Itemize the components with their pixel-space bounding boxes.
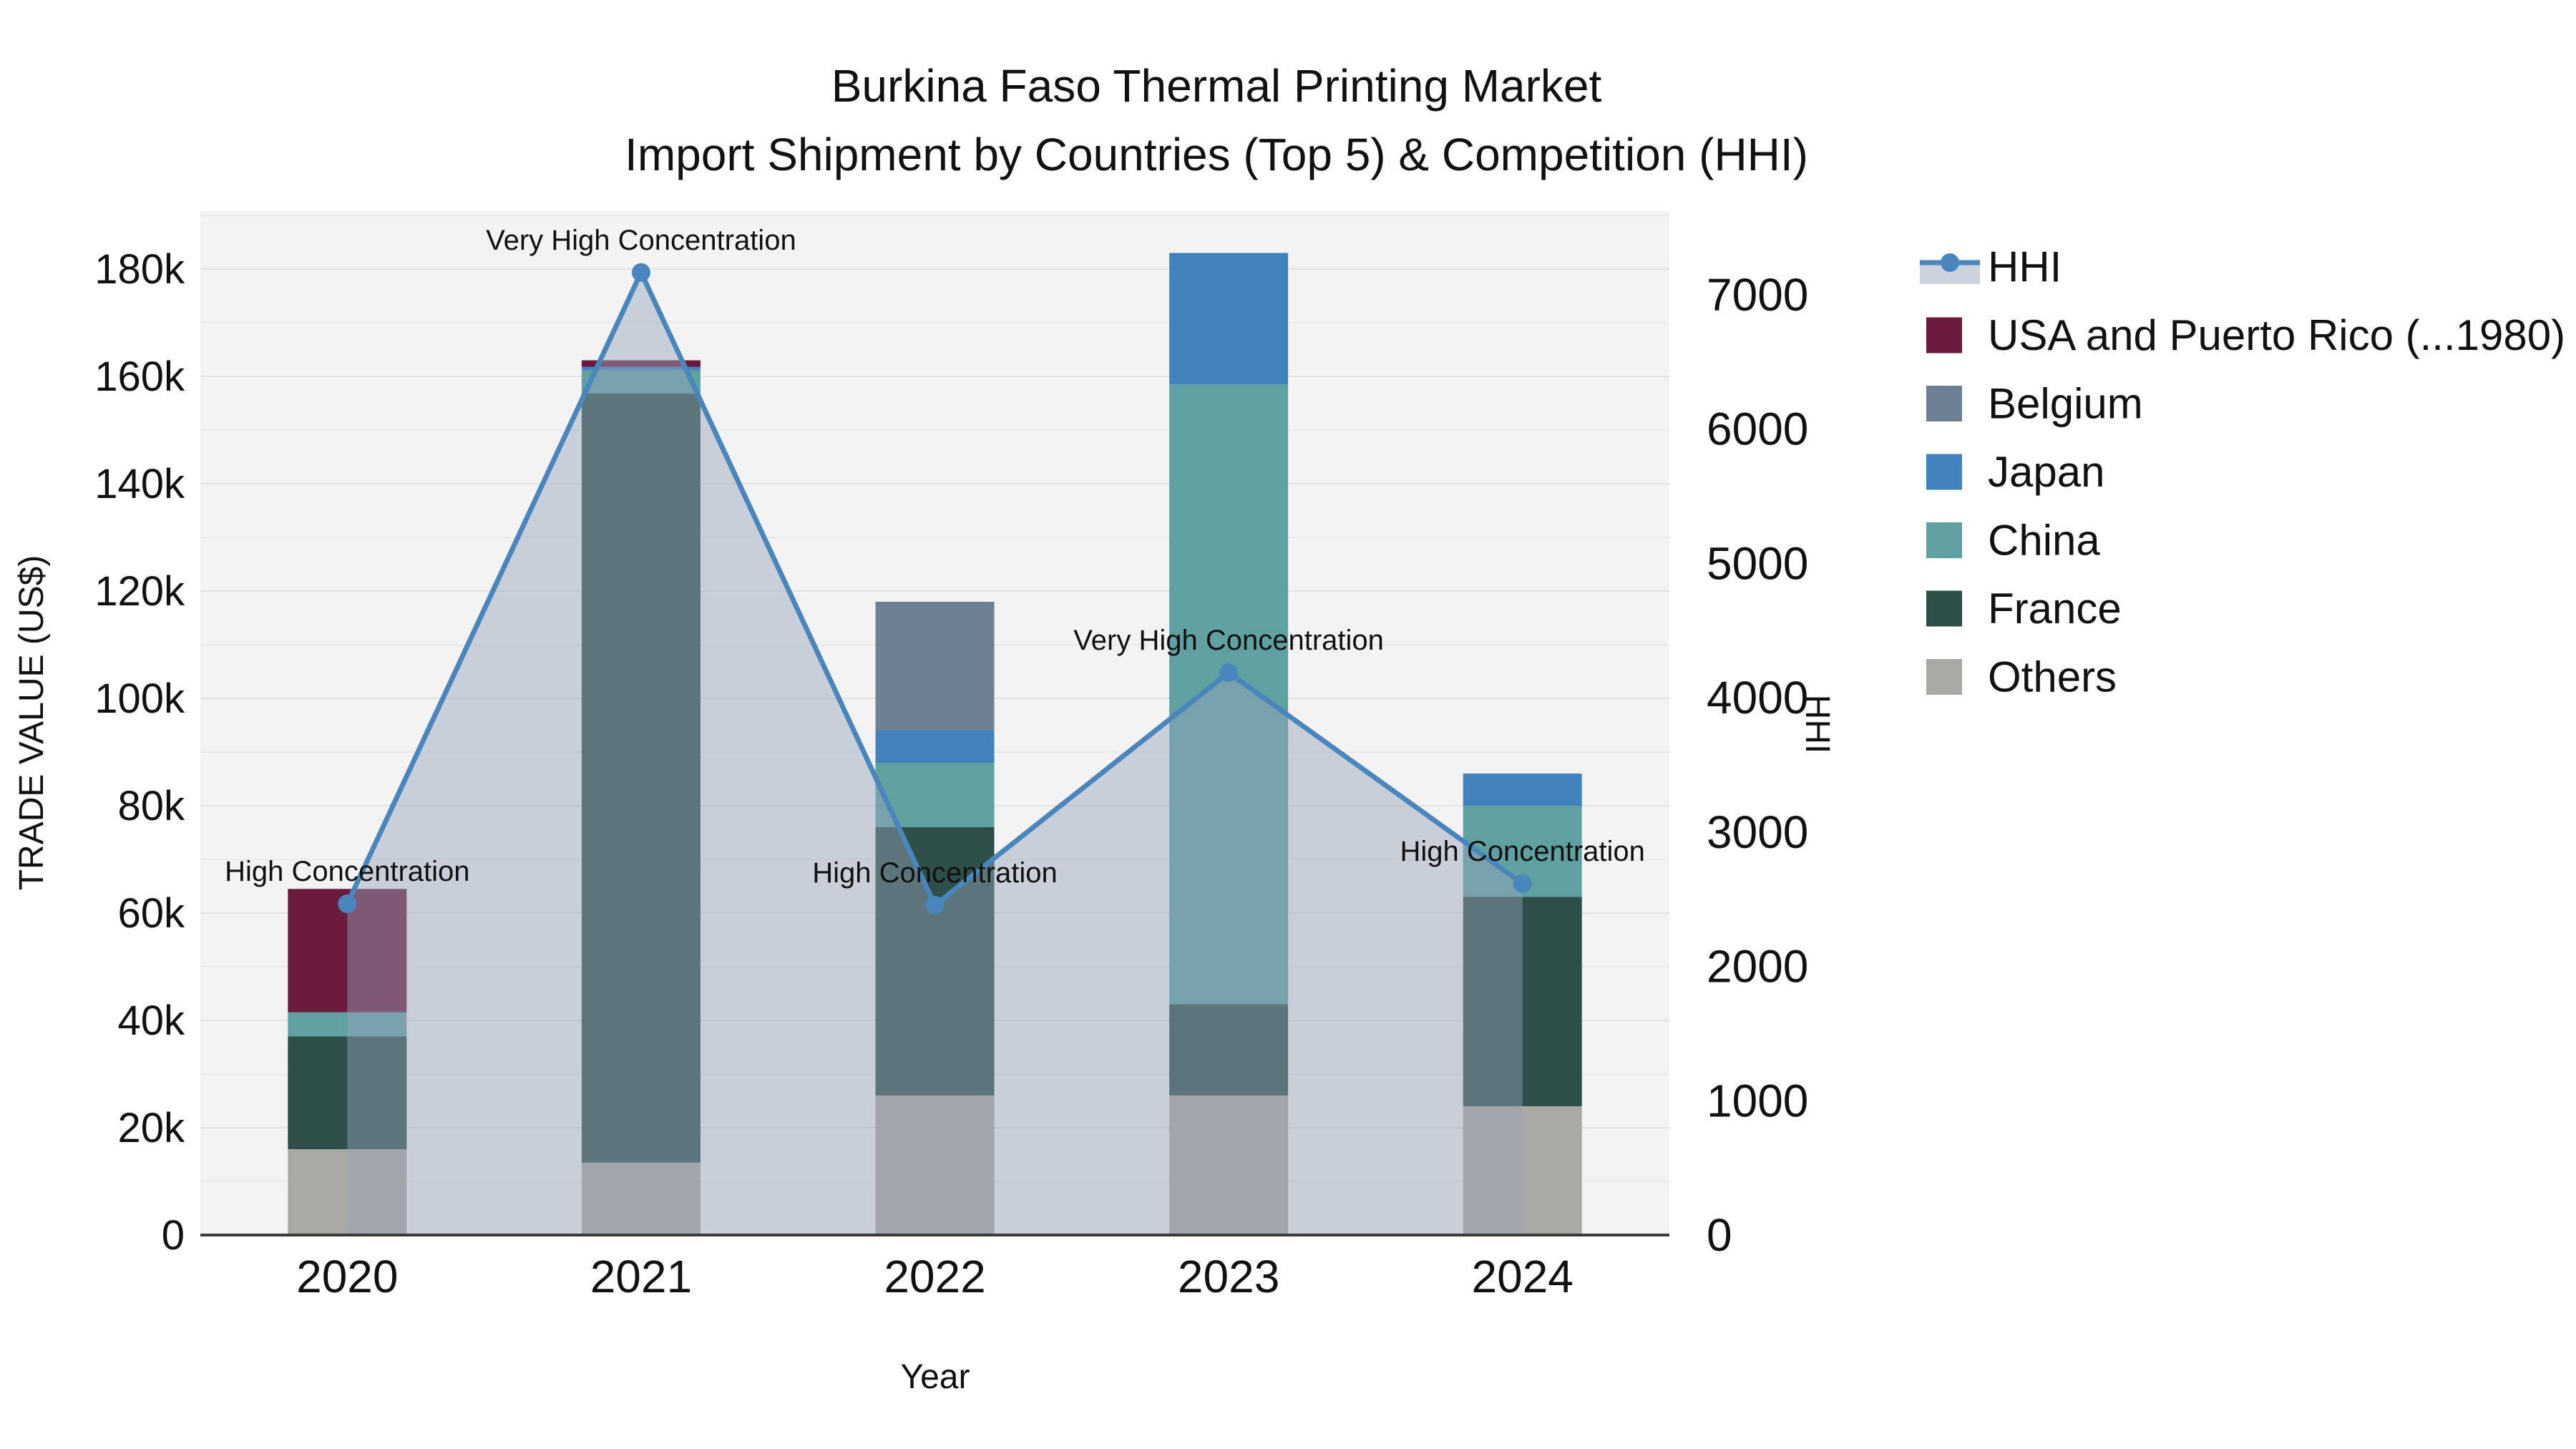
legend-swatch-usa-and-puerto-rico-1980 — [1926, 317, 1962, 353]
legend-label-others: Others — [1988, 653, 2117, 701]
legend-item-others: Others — [1926, 653, 2117, 701]
hhi-marker-2021 — [631, 263, 650, 282]
annotations: High Concentration Very High Concentratio… — [225, 225, 1645, 889]
legend-label-belgium: Belgium — [1988, 380, 2143, 428]
x-tick-2024: 2024 — [1472, 1251, 1574, 1302]
y-right-axis-title: HHI — [1798, 695, 1836, 754]
y-right-tick-3000: 3000 — [1707, 806, 1808, 858]
legend-hhi-marker-swatch — [1941, 253, 1959, 272]
legend-item-china: China — [1926, 517, 2100, 565]
y-right-tick-5000: 5000 — [1707, 537, 1808, 589]
bar-segment-france-2023 — [1169, 1004, 1289, 1096]
axis-tick-labels: 0 20k 40k 60k 80k 100k 120k 140k 160k 180k 0 1000 20… — [94, 246, 1808, 1302]
x-tick-2022: 2022 — [884, 1251, 985, 1302]
y-left-tick-60k: 60k — [117, 890, 185, 937]
y-left-tick-40k: 40k — [117, 997, 185, 1044]
hhi-marker-2023 — [1219, 663, 1239, 683]
legend-label-hhi: HHI — [1988, 243, 2062, 291]
y-left-tick-0: 0 — [162, 1212, 185, 1259]
legend-item-france: France — [1926, 585, 2122, 633]
y-right-tick-2000: 2000 — [1707, 941, 1808, 992]
hhi-area-fill — [347, 272, 1523, 1235]
legend-label-china: China — [1988, 517, 2100, 565]
bar-segment-others-2023 — [1169, 1096, 1289, 1235]
y-left-tick-160k: 160k — [94, 353, 185, 400]
legend-item-hhi: HHI — [1920, 243, 2062, 291]
y-right-tick-6000: 6000 — [1707, 404, 1808, 455]
y-right-tick-1000: 1000 — [1707, 1075, 1808, 1126]
bar-segment-japan-2023 — [1169, 253, 1289, 385]
legend-item-japan: Japan — [1926, 448, 2104, 496]
legend-swatch-japan — [1926, 454, 1962, 490]
bar-segment-japan-2022 — [875, 731, 995, 763]
y-left-tick-80k: 80k — [117, 783, 185, 829]
x-tick-2020: 2020 — [296, 1251, 398, 1302]
bar-segment-france-2024 — [1463, 897, 1582, 1106]
y-left-tick-20k: 20k — [117, 1105, 185, 1151]
bar-segment-usa-and-puerto-rico-1980-2021 — [581, 360, 701, 367]
annotation-2024: High Concentration — [1400, 836, 1644, 867]
bar-segment-belgium-2022 — [875, 602, 995, 731]
legend-swatch-france — [1926, 590, 1962, 627]
legend-swatch-china — [1926, 522, 1962, 558]
annotation-2020: High Concentration — [225, 856, 469, 887]
bar-segment-france-2021 — [581, 394, 701, 1163]
bar-segment-china-2023 — [1169, 384, 1289, 1005]
chart-title-line2: Import Shipment by Countries (Top 5) & C… — [625, 129, 1808, 180]
annotation-2021: Very High Concentration — [486, 225, 796, 256]
bar-segment-japan-2021 — [581, 366, 701, 371]
legend-item-belgium: Belgium — [1926, 380, 2143, 428]
chart-title-line1: Burkina Faso Thermal Printing Market — [831, 60, 1602, 112]
bar-segment-china-2021 — [581, 370, 701, 394]
bar-segment-china-2020 — [288, 1012, 407, 1037]
stacked-bars — [288, 253, 1582, 1235]
annotation-2023: Very High Concentration — [1073, 625, 1384, 656]
x-tick-2021: 2021 — [590, 1251, 692, 1302]
bar-segment-others-2021 — [581, 1162, 701, 1235]
legend-item-usa-and-puerto-rico-1980: USA and Puerto Rico (...1980) — [1926, 311, 2565, 359]
hhi-marker-2022 — [925, 895, 945, 914]
legend-label-usa-and-puerto-rico-1980: USA and Puerto Rico (...1980) — [1988, 311, 2565, 359]
y-left-tick-140k: 140k — [94, 461, 185, 507]
hhi-line — [338, 263, 1532, 914]
y-left-tick-180k: 180k — [94, 246, 185, 293]
y-right-tick-4000: 4000 — [1707, 672, 1808, 723]
legend-swatch-others — [1926, 659, 1962, 695]
bar-segment-others-2020 — [288, 1149, 407, 1235]
y-left-tick-120k: 120k — [94, 568, 185, 615]
bar-segment-others-2024 — [1463, 1106, 1582, 1235]
bar-segment-japan-2024 — [1463, 774, 1582, 806]
legend: HHI USA and Puerto Rico (...1980) Belgium J… — [1920, 243, 2565, 701]
y-right-tick-7000: 7000 — [1707, 269, 1808, 321]
hhi-marker-2024 — [1513, 874, 1532, 893]
bar-segment-others-2022 — [875, 1096, 995, 1235]
annotation-2022: High Concentration — [812, 857, 1057, 889]
hhi-area — [347, 272, 1523, 1235]
legend-label-japan: Japan — [1988, 448, 2104, 496]
legend-label-france: France — [1988, 585, 2122, 633]
y-right-tick-0: 0 — [1707, 1209, 1732, 1261]
bar-segment-france-2020 — [288, 1036, 407, 1149]
hhi-marker-2020 — [338, 894, 357, 914]
legend-swatch-belgium — [1926, 386, 1962, 421]
y-left-axis-title: TRADE VALUE (US$) — [13, 555, 51, 891]
x-axis-title: Year — [901, 1358, 970, 1396]
x-tick-2023: 2023 — [1178, 1251, 1279, 1302]
y-left-tick-100k: 100k — [94, 675, 185, 722]
